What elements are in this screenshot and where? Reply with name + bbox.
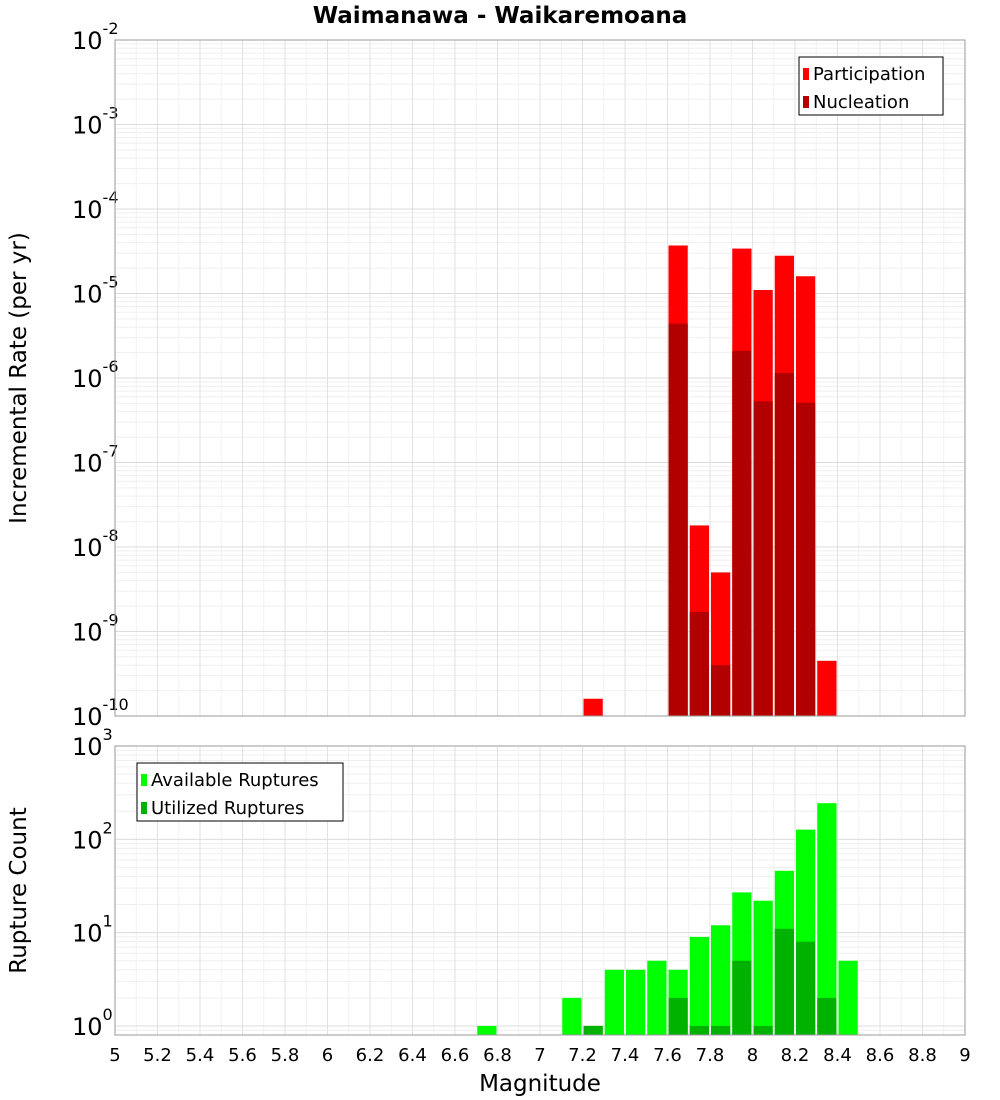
bar-utilized-ruptures	[689, 1025, 709, 1035]
x-tick-label: 7.6	[653, 1045, 682, 1066]
x-tick-label: 5.8	[271, 1045, 300, 1066]
x-tick-label: 5.6	[228, 1045, 257, 1066]
bar-utilized-ruptures	[583, 1025, 603, 1035]
y-tick-exponent: -6	[103, 357, 119, 376]
legend: Participation Nucleation	[798, 56, 944, 116]
x-tick-label: 8.2	[781, 1045, 810, 1066]
x-axis-label: Magnitude	[479, 1071, 601, 1097]
y-tick-label: 10-5	[72, 273, 119, 309]
bar-nucleation	[668, 323, 688, 716]
bar-nucleation	[796, 402, 816, 716]
y-tick-exponent: -3	[103, 104, 119, 123]
bar-available-ruptures	[817, 803, 837, 1035]
bar-available-ruptures	[626, 969, 646, 1035]
legend-swatch	[141, 802, 147, 814]
panel-2: 100 101 102 1 0 3 Rupture Count Available Ruptu…	[6, 725, 966, 1041]
x-tick-label: 8.6	[866, 1045, 895, 1066]
bar-available-ruptures	[477, 1025, 497, 1035]
x-tick-label: 5.2	[143, 1045, 172, 1066]
bar-utilized-ruptures	[817, 997, 837, 1035]
bar-nucleation	[689, 612, 709, 716]
legend: Available Ruptures Utilized Ruptures	[136, 762, 344, 822]
y-tick-exponent: 3	[103, 725, 113, 744]
y-tick-label: 10-10	[72, 695, 129, 731]
x-tick-label: 5	[109, 1045, 120, 1066]
x-tick-label: 5.4	[186, 1045, 215, 1066]
legend-box	[798, 56, 944, 116]
legend-label: Utilized Ruptures	[151, 798, 304, 819]
bar-nucleation	[732, 350, 752, 716]
legend-label: Nucleation	[813, 92, 909, 113]
x-tick-label: 7	[534, 1045, 545, 1066]
y-tick-exponent: -10	[103, 695, 129, 714]
y-tick-label: 100	[72, 1005, 113, 1041]
legend-label: Available Ruptures	[151, 770, 319, 791]
y-tick-label: 10-7	[72, 442, 119, 478]
y-tick-exponent: -9	[103, 611, 119, 630]
x-tick-label: 7.4	[611, 1045, 640, 1066]
x-tick-label: 9	[959, 1045, 970, 1066]
plot-border	[114, 39, 966, 717]
y-tick-exponent: -4	[103, 188, 119, 207]
x-tick-label: 6.4	[398, 1045, 427, 1066]
y-tick-exponent: -5	[103, 273, 119, 292]
x-tick-label: 8.8	[908, 1045, 937, 1066]
y-tick-exponent: -7	[103, 442, 119, 461]
bar-available-ruptures	[838, 960, 858, 1035]
bar-participation	[817, 660, 837, 716]
y-tick-label: 10-6	[72, 357, 119, 393]
y-tick-label: 10-4	[72, 188, 119, 224]
chart-title: Waimanawa - Waikaremoana	[313, 3, 688, 29]
bar-available-ruptures	[689, 936, 709, 1035]
plot-border	[114, 745, 966, 1036]
x-tick-label: 6	[322, 1045, 333, 1066]
bar-nucleation	[774, 372, 794, 716]
bar-utilized-ruptures	[796, 941, 816, 1035]
bar-available-ruptures	[562, 997, 582, 1035]
y-tick-label: 10-8	[72, 526, 119, 562]
bar-utilized-ruptures	[668, 997, 688, 1035]
x-tick-label: 6.2	[356, 1045, 385, 1066]
y-axis-label: Rupture Count	[6, 807, 32, 973]
y-tick-label: 101	[72, 912, 113, 948]
bar-utilized-ruptures	[753, 1025, 773, 1035]
y-tick-exponent: 2	[103, 818, 113, 837]
x-tick-label: 8	[747, 1045, 758, 1066]
legend-swatch	[141, 774, 147, 786]
bar-participation	[583, 698, 603, 716]
y-tick-exponent: 1	[103, 912, 113, 931]
y-tick-label: 10-2	[72, 19, 119, 55]
bar-available-ruptures	[604, 969, 624, 1035]
x-tick-label: 7.2	[568, 1045, 597, 1066]
bar-utilized-ruptures	[711, 1025, 731, 1035]
y-tick-exponent: 0	[103, 1005, 113, 1024]
x-tick-label: 6.8	[483, 1045, 512, 1066]
bar-nucleation	[711, 665, 731, 716]
y-tick-label: 10-3	[72, 104, 119, 140]
bar-available-ruptures	[647, 960, 667, 1035]
y-tick-label: 10-9	[72, 611, 119, 647]
bar-available-ruptures	[753, 900, 773, 1035]
legend-label: Participation	[813, 64, 925, 85]
x-tick-label: 7.8	[696, 1045, 725, 1066]
y-tick-exponent: -2	[103, 19, 119, 38]
legend-swatch	[803, 68, 809, 80]
bar-nucleation	[753, 401, 773, 716]
y-axis-label: Incremental Rate (per yr)	[6, 232, 32, 524]
bar-utilized-ruptures	[732, 960, 752, 1035]
bar-available-ruptures	[711, 925, 731, 1035]
x-tick-label: 6.6	[441, 1045, 470, 1066]
legend-swatch	[803, 96, 809, 108]
panel-1: 10-10 10-9 10-8 10-7 10-6 10-5 10-4 10-3 10-2 Inc…	[6, 19, 966, 731]
y-tick-label: 102	[72, 818, 113, 854]
x-tick-label: 8.4	[823, 1045, 852, 1066]
legend-box	[136, 762, 344, 822]
bar-utilized-ruptures	[774, 928, 794, 1035]
y-tick-exponent: -8	[103, 526, 119, 545]
